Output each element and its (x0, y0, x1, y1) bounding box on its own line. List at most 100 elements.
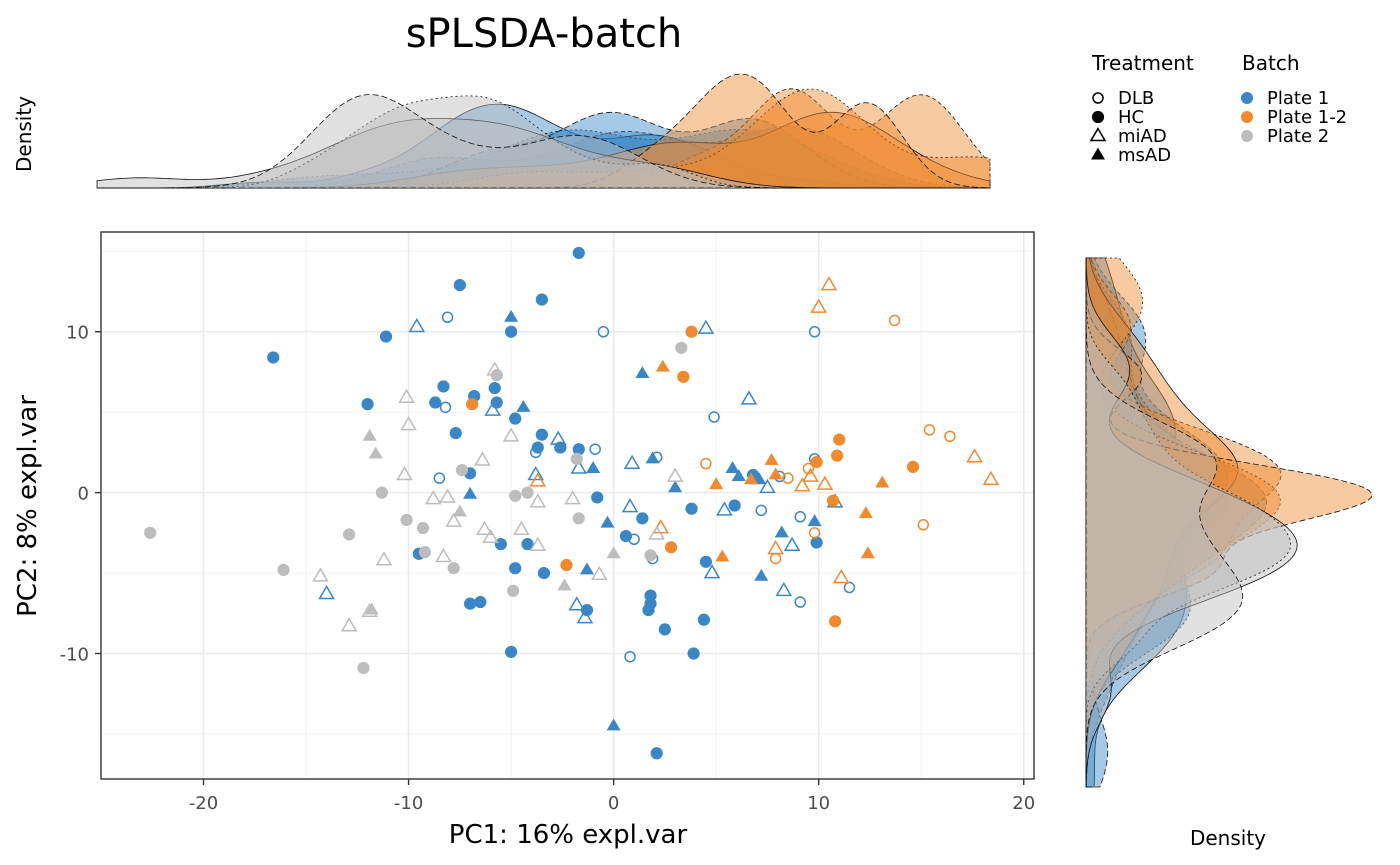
data-point-plate-2 (570, 452, 583, 465)
data-point-plate-1 (794, 596, 806, 608)
data-point-plate-1 (579, 562, 595, 575)
data-point-plate-2 (362, 428, 377, 441)
data-point-plate-1-2 (810, 298, 827, 313)
legend-key-shape (1089, 127, 1107, 142)
data-point-plate-1 (774, 525, 789, 538)
data-point-plate-1-2 (906, 460, 920, 473)
y-axis: -10 0 10 (60, 323, 101, 666)
data-point-plate-1 (549, 430, 567, 445)
data-point-plate-1 (591, 491, 604, 504)
data-point-plate-1-2 (685, 325, 698, 338)
data-point-plate-1 (775, 581, 793, 597)
y-tick-label: 0 (78, 484, 89, 505)
density-curve-x (97, 128, 991, 189)
data-point-plate-2 (400, 513, 413, 527)
data-point-plate-1 (379, 330, 393, 343)
data-point-plate-1-2 (466, 398, 479, 411)
data-point-plate-2 (648, 525, 666, 540)
data-point-plate-2 (507, 584, 520, 597)
data-point-plate-2 (357, 661, 370, 675)
data-point-plate-1-2 (802, 467, 819, 482)
data-point-plate-2 (486, 361, 504, 376)
data-point-plate-2 (368, 446, 383, 459)
data-point-plate-1 (699, 555, 713, 568)
density-curve-x (97, 103, 990, 189)
x-tick-label: -10 (394, 793, 423, 814)
legend-key-color (1241, 130, 1253, 142)
data-point-plate-1-2 (677, 370, 690, 383)
data-point-plate-1 (509, 562, 522, 575)
data-point-plate-1 (521, 538, 534, 551)
data-point-plate-2 (474, 451, 491, 466)
data-point-plate-1 (463, 486, 478, 499)
data-point-plate-1-2 (831, 449, 844, 462)
data-point-plate-1 (624, 650, 636, 663)
legend-key-shape (1091, 110, 1105, 124)
data-point-plate-1 (755, 504, 768, 517)
data-point-plate-1 (606, 718, 621, 731)
density-curve-y (1085, 257, 1239, 787)
data-point-plate-1-2 (808, 527, 821, 539)
data-point-plate-1 (484, 401, 501, 416)
data-point-plate-2 (529, 536, 547, 552)
legend-batch-label: Plate 2 (1267, 126, 1329, 147)
data-point-plate-1-2 (917, 519, 930, 531)
density-curve-y (1085, 257, 1229, 787)
data-point-plate-2 (455, 464, 468, 477)
data-point-plate-1 (537, 566, 551, 580)
data-point-plate-1 (687, 647, 700, 660)
data-point-plate-1 (361, 398, 374, 411)
data-point-plate-1 (437, 380, 450, 393)
data-point-plate-1 (731, 469, 746, 482)
data-point-plate-1 (754, 568, 769, 581)
data-point-plate-2 (340, 617, 358, 632)
data-point-plate-1-2 (816, 475, 834, 490)
data-point-plate-1-2 (709, 477, 724, 490)
data-point-plate-2 (375, 486, 389, 499)
data-point-plate-2 (277, 563, 290, 576)
data-point-plate-1-2 (833, 433, 846, 446)
density-curve-x (97, 94, 990, 189)
data-point-plate-1 (716, 501, 733, 516)
data-point-plate-2 (572, 512, 585, 525)
data-point-plate-1-2 (810, 455, 823, 469)
data-point-plate-1 (509, 412, 522, 425)
legend-batch-label: Plate 1 (1267, 88, 1329, 109)
data-point-plate-1 (527, 466, 545, 481)
data-point-plate-1 (668, 480, 683, 493)
data-point-plate-1 (494, 538, 507, 551)
density-curve-y (1085, 257, 1298, 788)
data-point-plate-2 (557, 578, 572, 591)
legend-treatment-label: HC (1118, 107, 1144, 128)
data-point-plate-2 (396, 466, 413, 481)
data-point-plate-1-2 (826, 494, 840, 507)
density-curve-y (1085, 257, 1281, 787)
data-point-plate-2 (447, 562, 460, 575)
legend-treatment-label: DLB (1118, 88, 1154, 109)
data-point-plate-1 (703, 564, 721, 579)
density-curve-y (1085, 257, 1229, 788)
data-point-plate-1 (685, 502, 698, 515)
legend-batch-title: Batch (1242, 51, 1300, 75)
data-point-plate-1-2 (828, 615, 842, 628)
data-point-plate-2 (513, 520, 530, 535)
data-point-plate-1 (453, 278, 466, 292)
data-point-plate-2 (644, 549, 657, 562)
data-point-plate-2 (416, 521, 430, 535)
data-point-plate-1 (449, 427, 462, 440)
data-point-plate-1 (535, 293, 548, 306)
data-point-plate-2 (675, 341, 688, 354)
data-point-plate-1-2 (529, 472, 547, 487)
legend-treatment-label: msAD (1118, 145, 1171, 166)
data-point-plate-1 (474, 595, 487, 609)
data-point-plate-1 (568, 596, 586, 611)
right-density-panel (1085, 257, 1373, 788)
density-curve-y (1085, 258, 1292, 787)
data-point-plate-1 (794, 511, 806, 523)
data-point-plate-1-2 (560, 558, 573, 572)
legend-key-color (1241, 92, 1253, 104)
plot-grid (101, 232, 1034, 779)
data-point-plate-1 (535, 428, 548, 441)
